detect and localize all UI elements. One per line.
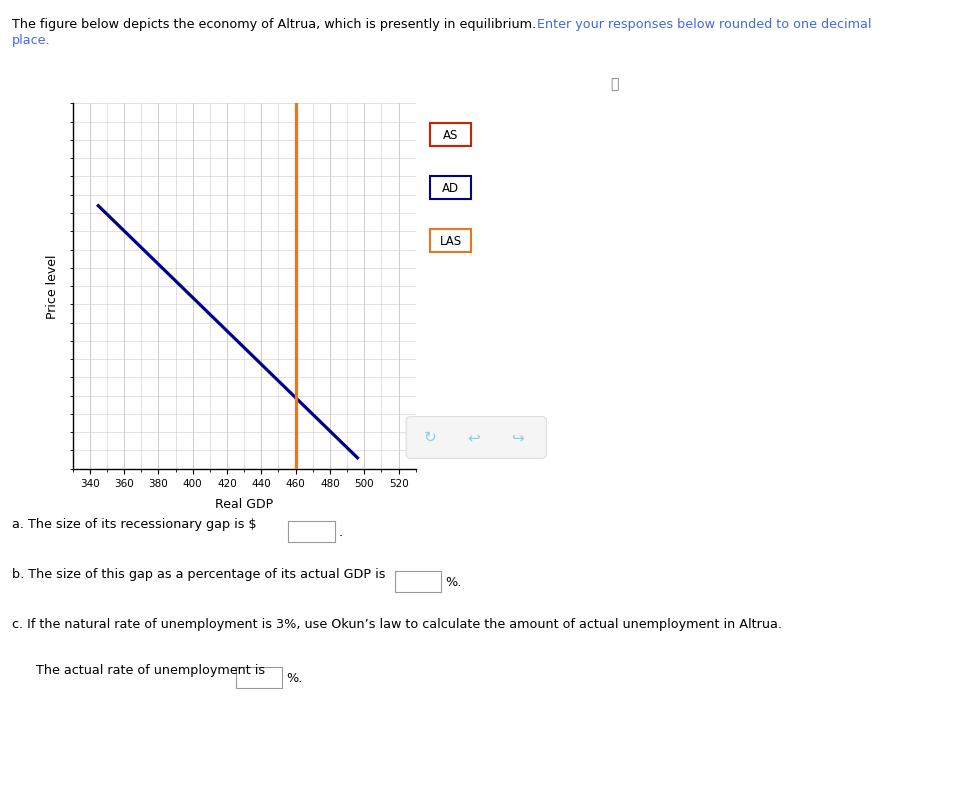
Text: ↻: ↻ bbox=[424, 430, 437, 444]
Text: %.: %. bbox=[445, 575, 461, 588]
Text: place.: place. bbox=[12, 34, 50, 47]
Text: The figure below depicts the economy of Altrua, which is presently in equilibriu: The figure below depicts the economy of … bbox=[12, 18, 540, 30]
Text: .: . bbox=[338, 525, 342, 538]
Text: b. The size of this gap as a percentage of its actual GDP is: b. The size of this gap as a percentage … bbox=[12, 567, 385, 580]
Text: c. If the natural rate of unemployment is 3%, use Okun’s law to calculate the am: c. If the natural rate of unemployment i… bbox=[12, 617, 781, 630]
Text: The actual rate of unemployment is: The actual rate of unemployment is bbox=[36, 663, 265, 676]
Text: %.: %. bbox=[286, 671, 303, 684]
Text: LAS: LAS bbox=[440, 235, 461, 248]
Text: Enter your responses below rounded to one decimal: Enter your responses below rounded to on… bbox=[537, 18, 871, 30]
Text: a. The size of its recessionary gap is $: a. The size of its recessionary gap is $ bbox=[12, 517, 256, 530]
Y-axis label: Price level: Price level bbox=[46, 254, 59, 319]
Text: AD: AD bbox=[442, 182, 459, 195]
X-axis label: Real GDP: Real GDP bbox=[215, 497, 274, 510]
Text: AS: AS bbox=[443, 129, 458, 142]
Text: ↪: ↪ bbox=[511, 430, 524, 444]
Text: ↩: ↩ bbox=[467, 430, 481, 444]
Text: ⓘ: ⓘ bbox=[610, 77, 618, 91]
